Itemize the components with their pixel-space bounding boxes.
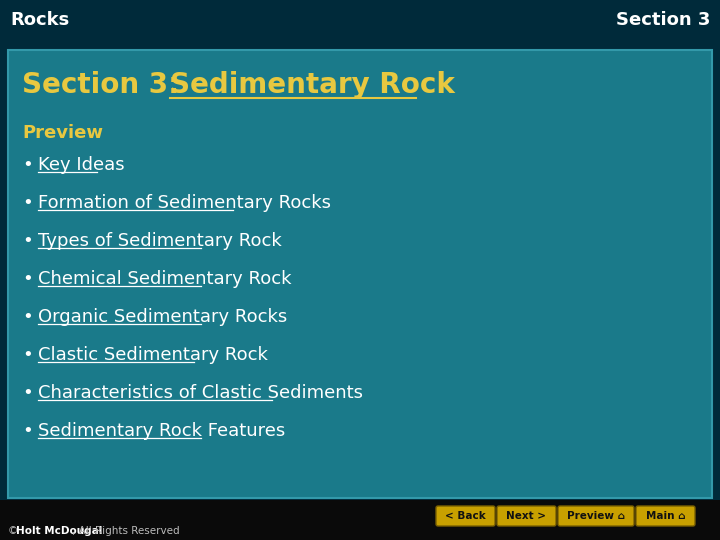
Bar	[0, 0, 720, 40]
Text: , All Rights Reserved: , All Rights Reserved	[72, 526, 179, 536]
Text: Chemical Sedimentary Rock: Chemical Sedimentary Rock	[38, 270, 292, 288]
Text: •: •	[22, 422, 32, 440]
Text: Characteristics of Clastic Sediments: Characteristics of Clastic Sediments	[38, 384, 363, 402]
Text: Preview ⌂: Preview ⌂	[567, 511, 625, 521]
Text: ©: ©	[8, 526, 22, 536]
Text: Types of Sedimentary Rock: Types of Sedimentary Rock	[38, 232, 282, 250]
Text: Holt McDougal: Holt McDougal	[16, 526, 102, 536]
Text: •: •	[22, 346, 32, 364]
Text: •: •	[22, 270, 32, 288]
Text: •: •	[22, 194, 32, 212]
Text: Preview: Preview	[22, 124, 103, 142]
FancyBboxPatch shape	[436, 506, 495, 526]
Text: •: •	[22, 156, 32, 174]
Text: Rocks: Rocks	[10, 11, 69, 29]
Text: Sedimentary Rock Features: Sedimentary Rock Features	[38, 422, 285, 440]
FancyBboxPatch shape	[497, 506, 556, 526]
Text: Sedimentary Rock: Sedimentary Rock	[170, 71, 455, 99]
Text: Section 3: Section 3	[616, 11, 710, 29]
Text: Key Ideas: Key Ideas	[38, 156, 125, 174]
Text: Section 3:: Section 3:	[22, 71, 189, 99]
Bar	[0, 500, 720, 540]
FancyBboxPatch shape	[636, 506, 695, 526]
Text: •: •	[22, 308, 32, 326]
Text: < Back: < Back	[445, 511, 486, 521]
Text: Main ⌂: Main ⌂	[646, 511, 685, 521]
Text: Clastic Sedimentary Rock: Clastic Sedimentary Rock	[38, 346, 268, 364]
FancyBboxPatch shape	[8, 50, 712, 498]
Text: Organic Sedimentary Rocks: Organic Sedimentary Rocks	[38, 308, 287, 326]
FancyBboxPatch shape	[558, 506, 634, 526]
Text: Next >: Next >	[506, 511, 546, 521]
Text: Formation of Sedimentary Rocks: Formation of Sedimentary Rocks	[38, 194, 331, 212]
Text: •: •	[22, 232, 32, 250]
Text: •: •	[22, 384, 32, 402]
